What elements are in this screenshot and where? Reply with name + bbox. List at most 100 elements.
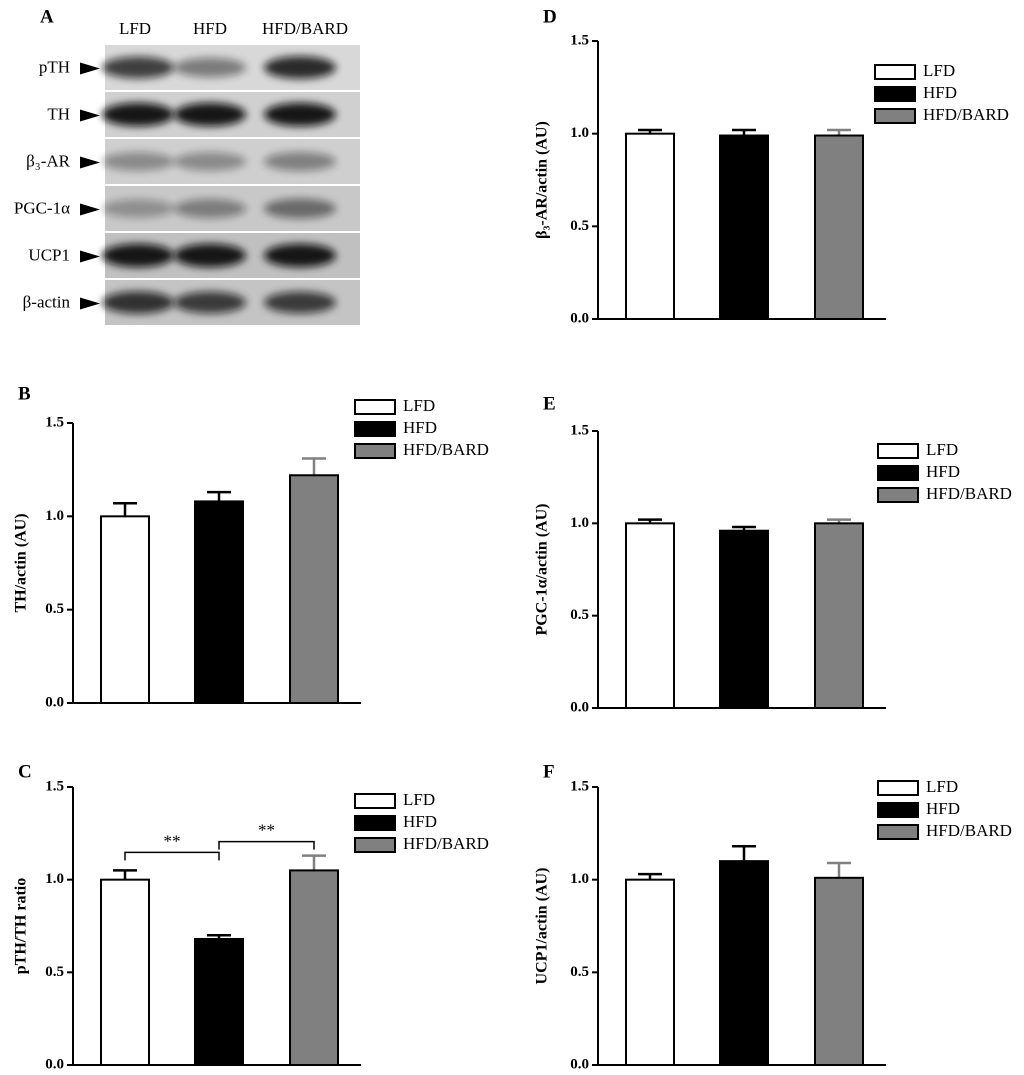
bar (814, 134, 864, 320)
bar (625, 878, 675, 1067)
legend-label: HFD (403, 418, 437, 437)
blot-row-label: β-actin (23, 292, 71, 311)
blot-band (102, 152, 174, 171)
y-tick-label: 1.0 (570, 871, 589, 887)
blot-band (264, 102, 336, 127)
legend-label: HFD/BARD (926, 484, 1012, 503)
legend-swatch (877, 487, 919, 503)
legend-label: LFD (926, 777, 958, 796)
legend-label: HFD (923, 83, 957, 102)
blot-band (102, 243, 174, 268)
blot-band (174, 102, 246, 127)
blot-band (174, 198, 246, 219)
bar (100, 515, 150, 704)
blot-band (264, 56, 336, 79)
y-tick-label: 0.0 (570, 310, 589, 326)
y-tick-label: 0.5 (45, 601, 64, 617)
legend-swatch (354, 399, 396, 415)
significance-label: ** (258, 820, 275, 839)
y-tick-label: 0.5 (570, 607, 589, 623)
panel-label: B (18, 383, 31, 404)
bar (625, 522, 675, 709)
legend-label: LFD (926, 440, 958, 459)
y-tick-label: 1.0 (570, 125, 589, 141)
legend-swatch (354, 421, 396, 437)
y-tick-label: 0.0 (570, 699, 589, 715)
blot-band (102, 102, 174, 127)
y-tick-label: 1.5 (570, 778, 589, 794)
y-axis-label: PGC-1α/actin (AU) (534, 503, 551, 635)
legend-label: HFD (926, 799, 960, 818)
y-tick-label: 0.5 (570, 218, 589, 234)
legend-swatch (874, 108, 916, 124)
significance-bracket (218, 840, 315, 850)
bar (289, 474, 339, 704)
blot-row-label: β₃-AR (26, 151, 71, 170)
blot-row-label: PGC-1α (14, 198, 70, 217)
y-tick-label: 1.5 (570, 422, 589, 438)
legend-swatch (877, 802, 919, 818)
legend-label: HFD/BARD (403, 440, 489, 459)
blot-band (102, 199, 174, 218)
bar (289, 869, 339, 1067)
bar (100, 878, 150, 1067)
panel-label: A (40, 6, 54, 27)
legend-label: LFD (923, 61, 955, 80)
y-tick-label: 1.0 (570, 515, 589, 531)
blot-band (264, 243, 336, 268)
y-tick-label: 0.5 (45, 964, 64, 980)
blot-band (264, 151, 336, 172)
blot-band (174, 57, 246, 78)
y-axis-label: β₃-AR/actin (AU) (534, 121, 551, 239)
significance-label: ** (164, 831, 181, 850)
y-tick-label: 1.0 (45, 871, 64, 887)
arrowhead (80, 250, 100, 263)
bar (625, 132, 675, 320)
legend-swatch (874, 64, 916, 80)
blot-band (174, 291, 246, 314)
bar (719, 860, 769, 1067)
y-tick-label: 1.0 (45, 508, 64, 524)
y-axis-label: UCP1/actin (AU) (534, 868, 551, 985)
arrowhead (80, 62, 100, 75)
y-tick-label: 0.0 (45, 1056, 64, 1072)
legend-label: LFD (403, 790, 435, 809)
y-tick-label: 1.5 (45, 778, 64, 794)
blot-band (102, 291, 174, 314)
blot-band (174, 152, 246, 171)
bar (814, 876, 864, 1067)
y-tick-label: 0.0 (45, 694, 64, 710)
y-axis-label: pTH/TH ratio (13, 878, 30, 974)
legend-swatch (877, 465, 919, 481)
blot-column-label: HFD/BARD (262, 19, 348, 38)
legend-swatch (354, 815, 396, 831)
legend-swatch (877, 443, 919, 459)
bar (194, 937, 244, 1066)
legend-swatch (874, 86, 916, 102)
bar (719, 529, 769, 709)
blot-row-label: pTH (39, 57, 70, 76)
bar (814, 522, 864, 709)
legend-swatch (877, 824, 919, 840)
panel-label: F (543, 761, 555, 782)
arrowhead (80, 109, 100, 122)
bar (194, 500, 244, 704)
panel-label: E (543, 393, 556, 414)
blot-row-label: UCP1 (28, 245, 70, 264)
blot-band (174, 243, 246, 268)
y-axis-label: TH/actin (AU) (13, 513, 30, 612)
panel-label: C (18, 761, 32, 782)
blot-column-label: LFD (119, 19, 151, 38)
significance-bracket (124, 851, 220, 861)
y-tick-label: 1.5 (570, 32, 589, 48)
legend-swatch (877, 780, 919, 796)
legend-swatch (354, 793, 396, 809)
legend-label: HFD/BARD (926, 821, 1012, 840)
blot-band (264, 291, 336, 314)
blot-column-label: HFD (193, 19, 227, 38)
panel-label: D (543, 6, 557, 27)
y-tick-label: 0.0 (570, 1056, 589, 1072)
legend-swatch (354, 443, 396, 459)
legend-swatch (354, 837, 396, 853)
